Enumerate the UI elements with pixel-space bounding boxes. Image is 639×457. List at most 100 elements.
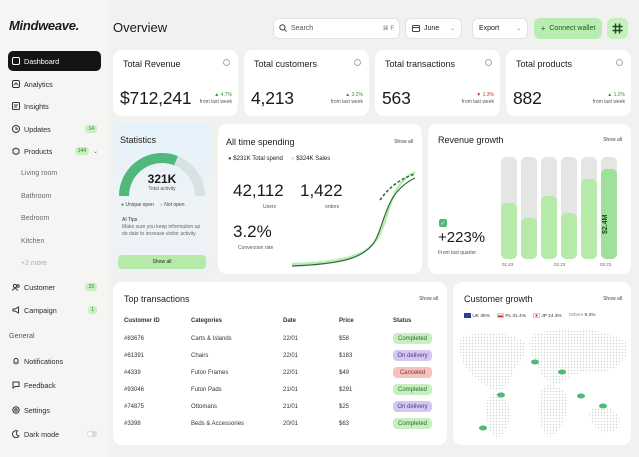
map-marker[interactable] [599, 403, 607, 409]
sidebar-item-customer[interactable]: Customer 23 [8, 277, 101, 297]
sidebar-item-campaign[interactable]: Campaign 1 [8, 300, 101, 320]
info-icon[interactable] [354, 59, 361, 66]
cell-customer-id: #93046 [124, 387, 145, 393]
sidebar-item-insights[interactable]: Insights [8, 96, 101, 116]
kpi-value: 563 [382, 88, 411, 108]
status-badge: Completed [393, 418, 432, 429]
users-value: 42,112 [233, 181, 284, 200]
product-subitem-bedroom[interactable]: Bedroom [21, 215, 50, 222]
sidebar-item-updates[interactable]: Updates 14 [8, 119, 101, 139]
info-icon[interactable] [485, 59, 492, 66]
gauge-fill-arc [119, 153, 178, 197]
chevron-down-icon: ⌄ [515, 26, 521, 32]
spending-card: All time spending Show all ● $231K Total… [218, 124, 422, 274]
trend-up-icon: ▲ [214, 92, 220, 98]
search-shortcut: ⌘ F [382, 26, 394, 32]
sidebar-item-settings[interactable]: Settings [8, 400, 101, 420]
chevron-down-icon[interactable]: ⌄ [92, 148, 98, 155]
country-item: PL 31.4% [496, 313, 526, 319]
cell-date: 21/01 [283, 387, 299, 393]
product-subitem-bathroom[interactable]: Bathroom [21, 193, 52, 200]
cell-price: $63 [339, 421, 350, 427]
gauge-label: Total activity [148, 186, 176, 192]
map-marker[interactable] [577, 393, 585, 399]
axis-label: 03.23 [600, 262, 612, 267]
revenue-bar[interactable] [521, 218, 537, 259]
jp-flag-icon [532, 313, 540, 318]
spend-curve [291, 177, 416, 267]
kpi-title: Total Revenue [123, 59, 181, 69]
sales-curve [291, 171, 416, 266]
country-item: Others 9.3% [569, 313, 596, 319]
map-marker[interactable] [558, 369, 566, 375]
kpi-delta-value: 4.7% [220, 92, 232, 98]
cell-customer-id: #4339 [124, 370, 141, 376]
kpi-title: Total products [516, 59, 573, 69]
legend-label: Not open [164, 202, 185, 208]
kpi-delta: ▲ 4.7% from last week [200, 92, 232, 106]
transactions-show-all[interactable]: Show all [419, 296, 438, 302]
cell-customer-id: #3398 [124, 421, 141, 427]
sidebar-item-label: Analytics [24, 79, 53, 89]
map-marker[interactable] [497, 392, 505, 398]
legend-item: ● $231K Total spend [228, 156, 283, 162]
cell-category: Beds & Accessories [191, 421, 245, 427]
revenue-bar-track [581, 157, 597, 259]
revenue-bar[interactable] [581, 179, 597, 259]
moon-icon [11, 430, 20, 439]
page-title: Overview [113, 20, 168, 35]
revenue-bar[interactable] [561, 213, 577, 259]
revenue-bar[interactable] [541, 196, 557, 259]
column-header[interactable]: Categories [191, 318, 223, 324]
sidebar-item-feedback[interactable]: Feedback [8, 375, 101, 395]
search-input[interactable]: Search ⌘ F [273, 18, 400, 39]
info-icon[interactable] [616, 59, 623, 66]
column-header[interactable]: Customer ID [124, 318, 160, 324]
cell-price: $49 [339, 370, 350, 376]
sidebar-item-notifications[interactable]: Notifications [8, 351, 101, 371]
revenue-growth-note: From last quarter [438, 250, 477, 256]
cell-category: Chairs [191, 353, 209, 359]
kpi-delta-value: 1.3% [482, 92, 494, 98]
connect-wallet-button[interactable]: + Connect wallet [534, 18, 602, 39]
column-header[interactable]: Status [393, 318, 412, 324]
statistics-show-all-button[interactable]: Show all [118, 255, 206, 269]
info-icon[interactable] [223, 59, 230, 66]
kpi-delta-note: from last week [199, 99, 232, 105]
country-label: PL [505, 313, 512, 319]
date-select[interactable]: June ⌄ [405, 18, 462, 39]
revenue-bar-track [521, 157, 537, 259]
customer-count-badge: 23 [85, 283, 97, 291]
sidebar-item-dashboard[interactable]: Dashboard [8, 51, 101, 71]
axis-label: 02.23 [554, 262, 566, 267]
grid-menu-button[interactable] [607, 18, 628, 39]
column-header[interactable]: Price [339, 318, 354, 324]
product-subitem-living-room[interactable]: Living room [21, 170, 58, 177]
map-marker[interactable] [479, 425, 487, 431]
sidebar-item-dark-mode[interactable]: Dark mode [8, 424, 101, 444]
calendar-icon [412, 24, 420, 34]
kpi-title: Total customers [254, 59, 318, 69]
cell-price: $58 [339, 336, 350, 342]
revenue-bar[interactable] [601, 169, 617, 259]
product-subitem-more[interactable]: +2 more [21, 260, 47, 267]
sidebar-item-analytics[interactable]: Analytics [8, 74, 101, 94]
chevron-down-icon: ⌄ [449, 26, 455, 32]
kpi-value: $712,241 [120, 88, 192, 108]
export-button[interactable]: Export ⌄ [472, 18, 528, 39]
country-pct: 31.4% [512, 313, 526, 319]
spending-show-all[interactable]: Show all [394, 139, 413, 145]
map-marker[interactable] [531, 359, 539, 365]
axis-label: 01.23 [502, 262, 514, 267]
customer-growth-show-all[interactable]: Show all [603, 296, 622, 302]
bell-icon [11, 357, 20, 366]
revenue-growth-show-all[interactable]: Show all [603, 137, 622, 143]
revenue-bar[interactable] [501, 203, 517, 259]
sidebar-item-products[interactable]: Products 144 ⌄ [8, 141, 101, 161]
plus-icon: + [540, 24, 546, 33]
column-header[interactable]: Date [283, 318, 297, 324]
megaphone-icon [11, 306, 20, 315]
cell-date: 22/01 [283, 370, 299, 376]
dark-mode-toggle[interactable] [87, 431, 97, 437]
product-subitem-kitchen[interactable]: Kitchen [21, 238, 45, 245]
